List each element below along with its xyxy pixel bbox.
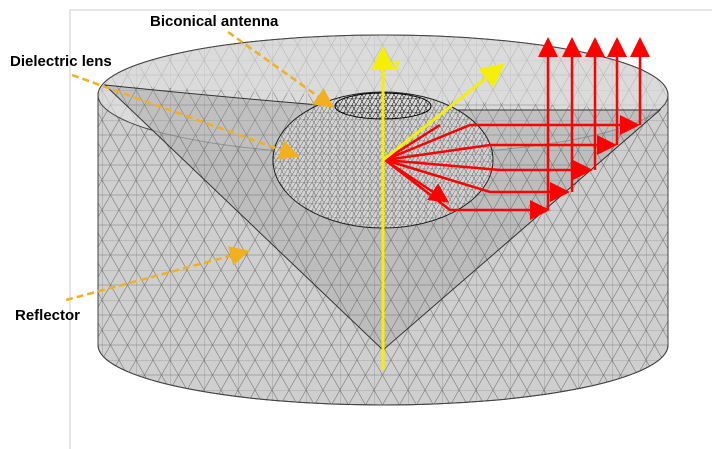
- page: {"labels": {"antenna": "Biconical antenn…: [0, 0, 712, 449]
- z-label: z: [393, 57, 401, 74]
- lens-label: Dielectric lens: [10, 53, 112, 70]
- antenna-label: Biconical antenna: [150, 13, 279, 30]
- r-label: r: [492, 67, 498, 84]
- reflector-label: Reflector: [15, 307, 80, 324]
- diagram: z r Biconical antenna Dielectric lens Re…: [0, 0, 712, 449]
- body: z r Biconical antenna Dielectric lens Re…: [0, 0, 712, 449]
